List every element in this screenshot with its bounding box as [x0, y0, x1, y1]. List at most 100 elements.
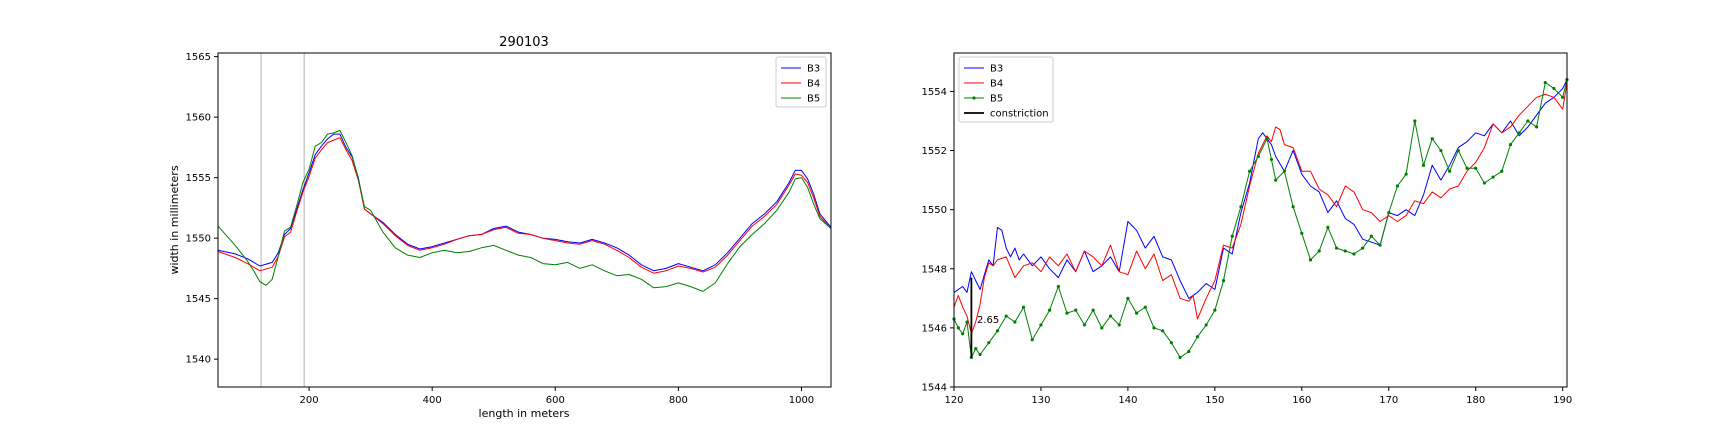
- right-b5-point: [1082, 323, 1087, 327]
- right-b5-point: [1291, 205, 1295, 209]
- left-x-tick-label: 800: [669, 395, 688, 406]
- right-legend: B3 B4 B5 constriction: [958, 56, 1054, 123]
- right-b5-point: [1161, 329, 1165, 333]
- left-legend-box: [775, 56, 827, 108]
- right-b5-point: [1256, 154, 1260, 159]
- right-b5-point: [1274, 178, 1278, 182]
- right-b5-point: [1004, 314, 1008, 318]
- right-b5-point: [961, 332, 965, 336]
- right-b5-point: [1561, 95, 1565, 99]
- right-x-tick-label: 140: [1118, 395, 1137, 406]
- left-legend-label-b4: B4: [807, 79, 820, 90]
- left-plot-frame: [217, 52, 832, 388]
- left-legend-label-b5: B5: [807, 94, 820, 105]
- right-b5-point: [987, 341, 991, 345]
- right-b5-point: [1517, 131, 1521, 135]
- right-plot-lines: 2.65: [952, 78, 1569, 360]
- right-b5-point: [1021, 305, 1026, 309]
- right-b5-point: [1221, 278, 1226, 283]
- right-b5-point: [1195, 335, 1200, 339]
- right-b5-point: [1413, 119, 1417, 123]
- right-b5-point: [1491, 175, 1495, 179]
- right-legend-label-b4: B4: [990, 79, 1003, 90]
- right-legend-label-constriction: constriction: [990, 109, 1049, 120]
- left-x-tick-label: 200: [300, 395, 319, 406]
- right-b5-point: [978, 352, 982, 357]
- right-b5-point: [1269, 157, 1273, 162]
- left-plot-lines: [217, 53, 832, 387]
- right-b5-point: [1421, 163, 1426, 167]
- right-b5-point: [956, 326, 960, 330]
- right-b5-point: [1282, 169, 1287, 173]
- right-b5-point: [974, 346, 978, 351]
- right-b5-point: [1508, 143, 1513, 147]
- left-series-b5: [217, 129, 832, 292]
- right-b5-point: [1430, 137, 1434, 141]
- right-b5-point: [1169, 341, 1173, 345]
- right-b5-point: [965, 320, 969, 324]
- right-b5-point: [1552, 86, 1556, 91]
- right-x-tick-label: 130: [1031, 395, 1050, 406]
- right-b5-point: [1317, 249, 1321, 253]
- left-y-tick-label: 1565: [186, 52, 211, 63]
- left-legend: B3 B4 B5: [775, 56, 827, 108]
- right-legend-box: [958, 56, 1054, 123]
- right-b5-point: [1152, 326, 1156, 330]
- right-b5-point: [1534, 125, 1539, 129]
- right-b5-point: [1448, 169, 1452, 173]
- right-b5-point: [1074, 308, 1078, 312]
- left-y-tick-label: 1555: [186, 173, 211, 184]
- right-b5-point: [1395, 184, 1400, 188]
- left-y-tick-label: 1560: [186, 113, 211, 124]
- right-x-tick-label: 170: [1379, 395, 1398, 406]
- left-x-tick-label: 400: [423, 395, 442, 406]
- left-y-axis-label: width in millimeters: [168, 165, 181, 274]
- right-plot-frame: [953, 52, 1568, 388]
- left-y-tick-label: 1545: [186, 294, 211, 305]
- right-b5-point: [1474, 166, 1478, 170]
- right-b5-point: [1343, 249, 1347, 253]
- right-x-tick-label: 190: [1553, 395, 1572, 406]
- right-b5-point: [1117, 323, 1121, 327]
- right-b5-point: [1039, 323, 1043, 327]
- left-legend-label-b3: B3: [807, 64, 820, 75]
- right-y-tick-label: 1554: [922, 87, 947, 98]
- left-series-b3: [217, 133, 832, 272]
- right-y-tick-label: 1550: [922, 205, 947, 216]
- right-b5-point: [1526, 119, 1530, 123]
- right-b5-point: [1213, 308, 1217, 312]
- right-y-tick-label: 1552: [922, 146, 947, 157]
- right-b5-point: [1378, 243, 1382, 247]
- right-b5-point: [1543, 80, 1547, 85]
- right-b5-point: [1465, 166, 1469, 170]
- left-series-b4: [217, 137, 832, 274]
- left-y-tick-label: 1550: [186, 234, 211, 245]
- right-b5-point: [1100, 326, 1104, 330]
- left-x-tick-label: 1000: [789, 395, 814, 406]
- right-b5-point: [1352, 252, 1356, 256]
- right-b5-point: [1230, 234, 1234, 238]
- right-chart: 2.65 120 130 140 150 160 170 180 190 1544 1546 154…: [922, 52, 1572, 406]
- right-b5-point: [1048, 308, 1052, 312]
- right-b5-point: [1187, 349, 1191, 354]
- left-x-axis-label: length in meters: [479, 407, 570, 420]
- right-b5-point: [1030, 338, 1034, 342]
- right-b5-point: [1126, 296, 1130, 300]
- right-legend-label-b3: B3: [990, 64, 1003, 75]
- right-b5-point: [1300, 231, 1304, 235]
- right-b5-point: [1404, 172, 1408, 176]
- right-b5-point: [1091, 308, 1095, 312]
- right-y-tick-label: 1544: [922, 383, 947, 394]
- left-axis-ticks: 200 400 600 800 1000 1540 1545 1550 1555 1560 1565: [186, 52, 815, 406]
- right-series-b3: [953, 79, 1568, 299]
- right-b5-point: [1500, 169, 1504, 173]
- right-series-b5: [953, 79, 1568, 358]
- right-y-tick-label: 1548: [922, 264, 947, 275]
- right-b5-point: [1204, 323, 1208, 327]
- constriction-annotation: 2.65: [977, 315, 999, 326]
- right-x-tick-label: 120: [944, 395, 963, 406]
- right-b5-point: [1334, 246, 1339, 250]
- right-b5-point: [1178, 355, 1182, 360]
- right-b5-point: [995, 329, 1000, 333]
- right-b5-point: [1239, 205, 1243, 209]
